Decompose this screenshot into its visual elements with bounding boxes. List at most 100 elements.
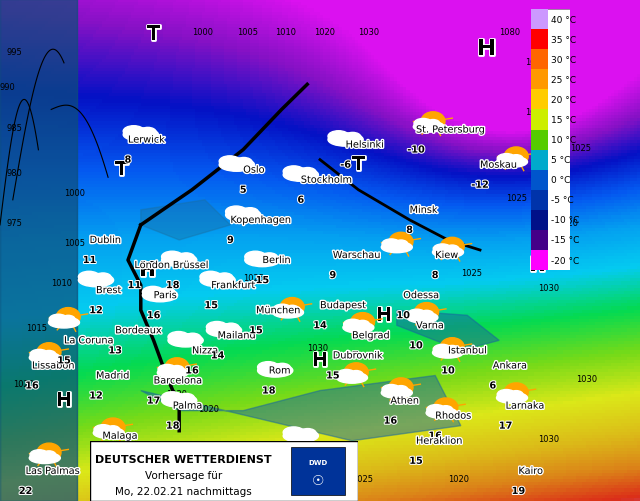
Ellipse shape xyxy=(349,371,364,380)
Text: Bordeaux: Bordeaux xyxy=(115,326,162,336)
Text: 10: 10 xyxy=(409,341,423,351)
Ellipse shape xyxy=(381,387,412,398)
Ellipse shape xyxy=(344,320,362,330)
Ellipse shape xyxy=(408,310,426,320)
Text: Mailand: Mailand xyxy=(218,331,256,341)
Text: Athen: Athen xyxy=(390,396,419,406)
Text: 1030: 1030 xyxy=(307,344,328,353)
Ellipse shape xyxy=(427,405,445,415)
Text: 14: 14 xyxy=(211,351,225,361)
Text: Berlin: Berlin xyxy=(262,256,291,266)
Text: 40 °C: 40 °C xyxy=(551,16,576,25)
Text: 15: 15 xyxy=(57,356,71,366)
Text: H: H xyxy=(312,351,328,370)
Text: 1030: 1030 xyxy=(576,374,597,383)
Ellipse shape xyxy=(200,274,236,287)
Text: Brüssel: Brüssel xyxy=(173,261,209,271)
Text: 1020: 1020 xyxy=(198,404,220,413)
Text: 15: 15 xyxy=(204,301,218,311)
Text: Tunis: Tunis xyxy=(262,466,287,476)
Text: Istanbul: Istanbul xyxy=(448,346,488,356)
Ellipse shape xyxy=(30,450,49,460)
Bar xyxy=(531,110,548,130)
Ellipse shape xyxy=(61,316,76,325)
Ellipse shape xyxy=(439,406,453,415)
Text: 5 °C: 5 °C xyxy=(551,156,570,165)
Text: 30 °C: 30 °C xyxy=(551,56,576,65)
Text: 15: 15 xyxy=(255,276,269,286)
Text: 16: 16 xyxy=(25,381,39,391)
Ellipse shape xyxy=(274,364,291,373)
Text: 1025: 1025 xyxy=(352,474,373,483)
Text: H: H xyxy=(529,256,546,275)
Ellipse shape xyxy=(162,392,183,403)
Ellipse shape xyxy=(509,155,524,164)
Ellipse shape xyxy=(257,362,279,373)
Text: 8: 8 xyxy=(125,155,131,165)
Text: T: T xyxy=(115,161,128,180)
Text: 35 °C: 35 °C xyxy=(551,36,576,45)
Ellipse shape xyxy=(283,429,319,442)
Text: St. Petersburg: St. Petersburg xyxy=(416,125,485,135)
Text: Frankfurt: Frankfurt xyxy=(211,281,255,291)
Ellipse shape xyxy=(413,122,444,133)
Text: Algier: Algier xyxy=(192,451,220,461)
Text: Paris: Paris xyxy=(154,291,177,301)
Ellipse shape xyxy=(242,208,259,218)
Text: -6: -6 xyxy=(340,160,351,170)
Text: 980: 980 xyxy=(6,168,22,177)
Ellipse shape xyxy=(168,334,204,347)
Ellipse shape xyxy=(273,305,292,315)
Text: Rom: Rom xyxy=(269,366,291,376)
Text: Mo, 22.02.21 nachmittags: Mo, 22.02.21 nachmittags xyxy=(115,486,252,496)
Bar xyxy=(531,30,548,50)
Ellipse shape xyxy=(244,252,266,263)
Ellipse shape xyxy=(143,289,178,302)
Circle shape xyxy=(440,238,464,257)
Text: 10: 10 xyxy=(396,311,410,321)
Ellipse shape xyxy=(124,129,159,142)
Ellipse shape xyxy=(219,156,241,167)
Ellipse shape xyxy=(162,254,197,267)
Ellipse shape xyxy=(426,407,457,418)
Ellipse shape xyxy=(226,206,247,217)
Bar xyxy=(531,90,548,110)
Ellipse shape xyxy=(328,131,349,142)
Text: 17: 17 xyxy=(147,396,161,406)
Bar xyxy=(531,230,548,250)
Ellipse shape xyxy=(337,370,356,380)
Text: 1080: 1080 xyxy=(499,28,520,37)
Ellipse shape xyxy=(49,317,79,328)
Text: Helsinki: Helsinki xyxy=(346,140,384,150)
Text: 1020: 1020 xyxy=(448,474,469,483)
Text: 1020: 1020 xyxy=(13,379,34,388)
Circle shape xyxy=(421,113,445,131)
Ellipse shape xyxy=(445,346,460,355)
Bar xyxy=(531,150,548,170)
Text: 1030: 1030 xyxy=(358,28,380,37)
Bar xyxy=(531,210,548,230)
Text: Varna: Varna xyxy=(416,321,444,331)
Ellipse shape xyxy=(420,311,434,320)
Ellipse shape xyxy=(157,367,188,378)
Circle shape xyxy=(389,233,413,252)
Text: Stockholm: Stockholm xyxy=(301,175,352,185)
Bar xyxy=(531,190,548,210)
Ellipse shape xyxy=(29,352,60,363)
Text: 1015: 1015 xyxy=(26,324,47,333)
Ellipse shape xyxy=(344,133,361,143)
Ellipse shape xyxy=(394,240,408,249)
Text: 12: 12 xyxy=(89,306,103,316)
Circle shape xyxy=(440,338,464,357)
Ellipse shape xyxy=(497,392,527,403)
Text: 10: 10 xyxy=(441,366,455,376)
Ellipse shape xyxy=(30,350,49,360)
Text: 1025: 1025 xyxy=(506,193,527,202)
Ellipse shape xyxy=(226,209,261,222)
Ellipse shape xyxy=(433,247,463,258)
Text: 5: 5 xyxy=(240,185,246,195)
Text: Vorhersage für: Vorhersage für xyxy=(145,470,222,480)
Ellipse shape xyxy=(184,334,201,344)
Ellipse shape xyxy=(223,324,239,334)
Ellipse shape xyxy=(93,427,124,438)
